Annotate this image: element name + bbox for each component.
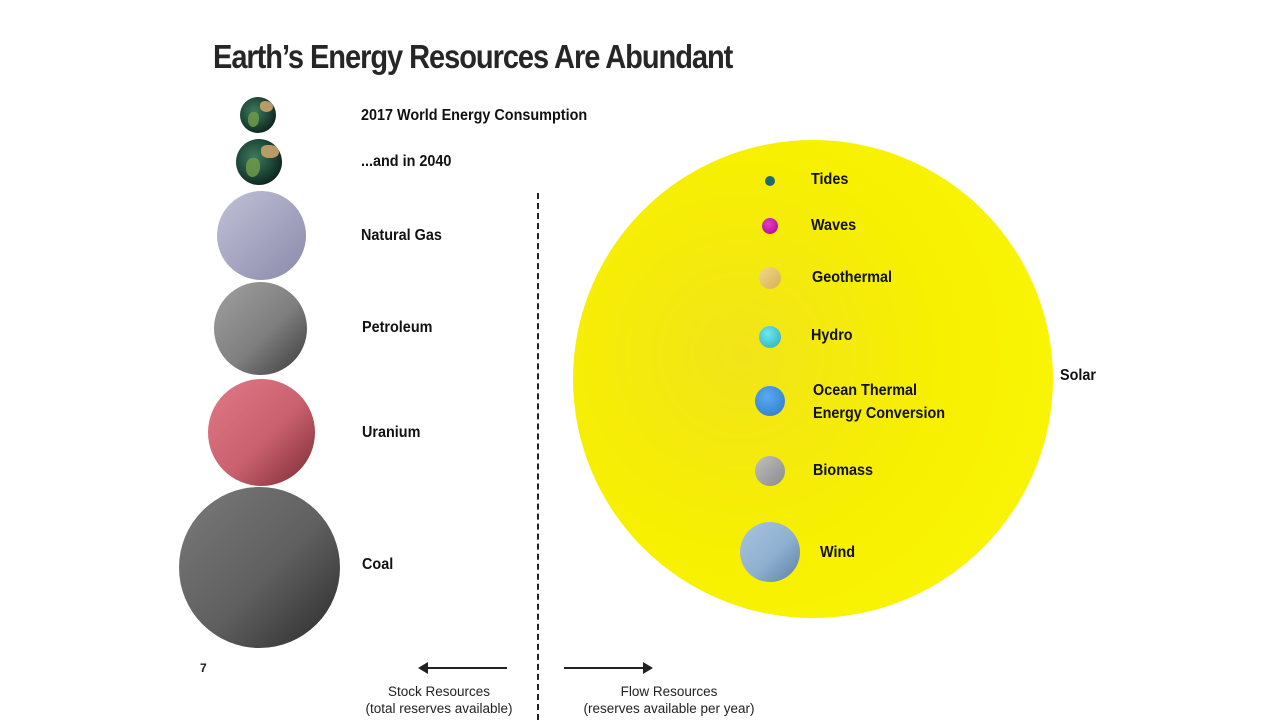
divider-dashed-line bbox=[537, 193, 539, 720]
natural-gas-label: Natural Gas bbox=[361, 227, 442, 244]
consumption-2040-label: ...and in 2040 bbox=[361, 153, 452, 170]
stock-caption-line1: Stock Resources bbox=[387, 684, 491, 699]
petroleum-label: Petroleum bbox=[362, 319, 433, 336]
globe-icon bbox=[236, 139, 282, 185]
stock-caption-line2: (total reserves available) bbox=[365, 701, 513, 716]
geothermal-circle bbox=[759, 267, 781, 289]
ocean-thermal-label-line2: Energy Conversion bbox=[813, 405, 946, 422]
waves-circle bbox=[762, 218, 778, 234]
flow-caption-line1: Flow Resources bbox=[620, 684, 718, 699]
tides-circle bbox=[765, 176, 775, 186]
geothermal-label: Geothermal bbox=[812, 269, 893, 286]
globe-icon bbox=[240, 97, 276, 133]
slide-title: Earth’s Energy Resources Are Abundant bbox=[213, 38, 733, 75]
biomass-label: Biomass bbox=[813, 462, 874, 479]
wind-circle bbox=[740, 522, 800, 582]
uranium-circle bbox=[208, 379, 315, 486]
petroleum-circle bbox=[214, 282, 307, 375]
wind-label: Wind bbox=[820, 544, 856, 561]
consumption-2017-label: 2017 World Energy Consumption bbox=[361, 107, 588, 124]
ocean-thermal-label-line1: Ocean Thermal bbox=[813, 382, 918, 399]
stock-arrow-left-icon bbox=[418, 662, 507, 674]
hydro-circle bbox=[759, 326, 781, 348]
flow-arrow-right-icon bbox=[564, 662, 653, 674]
ocean-thermal-circle bbox=[755, 386, 785, 416]
hydro-label: Hydro bbox=[811, 327, 853, 344]
tides-label: Tides bbox=[811, 171, 849, 188]
uranium-label: Uranium bbox=[362, 424, 421, 441]
biomass-circle bbox=[755, 456, 785, 486]
page-number: 7 bbox=[200, 661, 207, 675]
coal-label: Coal bbox=[362, 556, 394, 573]
waves-label: Waves bbox=[811, 217, 857, 234]
flow-caption-line2: (reserves available per year) bbox=[583, 701, 755, 716]
coal-circle bbox=[179, 487, 340, 648]
solar-label: Solar bbox=[1060, 367, 1097, 384]
natural-gas-circle bbox=[217, 191, 306, 280]
solar-circle bbox=[573, 140, 1053, 618]
